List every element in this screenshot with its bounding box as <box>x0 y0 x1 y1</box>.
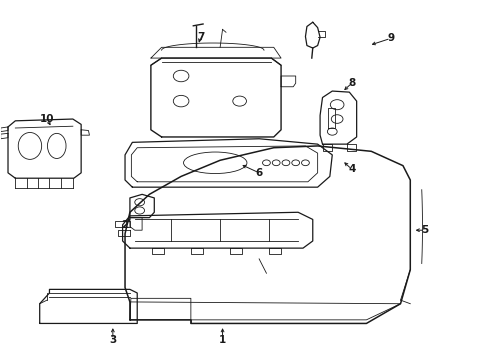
Text: 8: 8 <box>347 78 355 88</box>
Text: 10: 10 <box>40 114 54 124</box>
Text: 6: 6 <box>255 168 262 178</box>
Text: 5: 5 <box>421 225 427 235</box>
Text: 1: 1 <box>219 334 226 345</box>
Text: 7: 7 <box>197 32 204 41</box>
Text: 4: 4 <box>347 164 355 174</box>
Text: 9: 9 <box>386 33 393 43</box>
Text: 3: 3 <box>109 334 116 345</box>
Text: 2: 2 <box>121 220 128 230</box>
